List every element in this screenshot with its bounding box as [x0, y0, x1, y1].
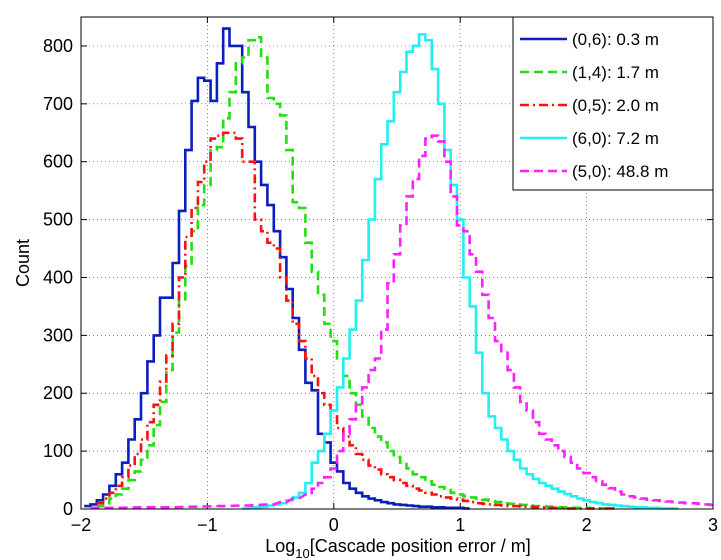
x-tick-labels: −2 −1 0 1 2 3	[71, 515, 718, 535]
y-tick-labels: 0 100 200 300 400 500 600 700 800	[43, 36, 73, 519]
series-line-3	[96, 131, 615, 510]
legend-box	[512, 16, 714, 191]
x-tick-label: 1	[455, 515, 465, 535]
x-tick-label: 2	[582, 515, 592, 535]
y-tick-label: 300	[43, 325, 73, 345]
y-tick-label: 800	[43, 36, 73, 56]
x-tick-label: 0	[329, 515, 339, 535]
series-line-5	[90, 134, 713, 510]
y-tick-label: 0	[63, 499, 73, 519]
legend-label-2: (1,4): 1.7 m	[572, 63, 659, 82]
legend-label-3: (0,5): 2.0 m	[572, 96, 659, 115]
y-tick-label: 700	[43, 94, 73, 114]
series-group	[84, 27, 713, 510]
y-axis-label: Count	[13, 239, 33, 287]
series-line-1	[84, 27, 470, 510]
legend-label-1: (0,6): 0.3 m	[572, 30, 659, 49]
series-line-4	[242, 33, 679, 510]
y-tick-label: 400	[43, 267, 73, 287]
x-tick-label: −2	[71, 515, 92, 535]
legend-label-5: (5,0): 48.8 m	[572, 162, 668, 181]
y-tick-label: 200	[43, 383, 73, 403]
legend: (0,6): 0.3 m (1,4): 1.7 m (0,5): 2.0 m (6,0…	[512, 16, 714, 191]
plot-frame	[80, 16, 714, 510]
y-tick-label: 100	[43, 441, 73, 461]
y-tick-label: 500	[43, 210, 73, 230]
x-tick-label: 3	[708, 515, 718, 535]
x-tick-label: −1	[197, 515, 218, 535]
legend-label-4: (6,0): 7.2 m	[572, 129, 659, 148]
y-tick-label: 600	[43, 152, 73, 172]
x-axis-label: Log10[Cascade position error / m]	[265, 536, 531, 560]
